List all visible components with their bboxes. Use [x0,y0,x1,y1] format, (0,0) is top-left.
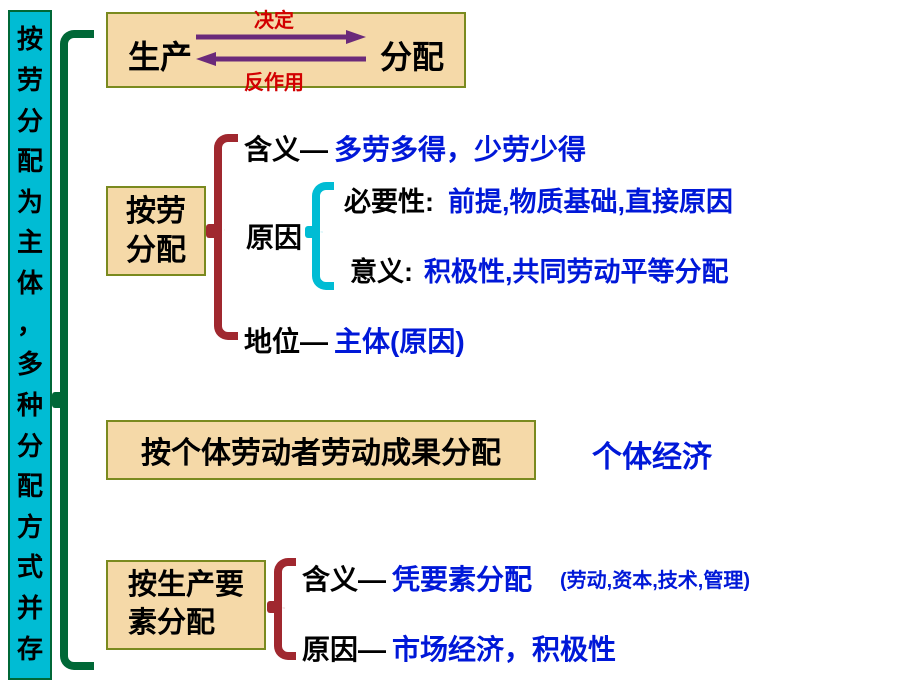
top-left-word: 生产 [128,32,192,78]
sec3-reason-value: 市场经济，积极性 [392,628,616,668]
sec1-brace-bottom [214,230,238,340]
reason-brace-top [312,182,334,232]
sec1-meaning-label: 含义— [244,128,328,168]
sec2-box: 按个体劳动者劳动成果分配 [106,420,536,480]
sec3-meaning-label: 含义— [302,558,386,598]
sec1-brace-nub [206,224,220,238]
sec3-meaning-detail: (劳动,资本,技术,管理) [560,564,750,593]
sec1-brace-top [214,134,238,230]
sec3-meaning-value: 凭要素分配 [392,558,532,598]
sec3-box: 按生产要 素分配 [106,560,266,650]
reaction-label: 反作用 [244,66,304,95]
sec2-tag: 个体经济 [592,432,712,476]
significance-value: 积极性,共同劳动平等分配 [424,250,729,289]
necessity-value: 前提,物质基础,直接原因 [448,180,733,219]
sec1-status-value: 主体(原因) [334,320,465,360]
reason-brace-nub [305,226,317,238]
sec1-reason-label: 原因 [246,216,302,256]
sec3-brace-bottom [274,608,296,660]
decides-label: 决定 [254,4,294,33]
sec1-status-label: 地位— [244,320,328,360]
main-brace-bottom [60,400,94,670]
necessity-label: 必要性: [344,180,434,219]
sec3-brace-nub [267,601,279,613]
main-brace-top [60,30,94,400]
top-right-word: 分配 [380,32,444,78]
sec1-meaning-value: 多劳多得，少劳少得 [334,128,586,168]
sec1-box: 按劳 分配 [106,186,206,276]
sec3-reason-label: 原因— [302,628,386,668]
significance-label: 意义: [350,250,413,289]
vertical-title-bar: 按劳分配为主体，多种分配方式并存 [8,10,52,680]
reason-brace-bottom [312,232,334,290]
main-brace-nub [52,392,68,408]
